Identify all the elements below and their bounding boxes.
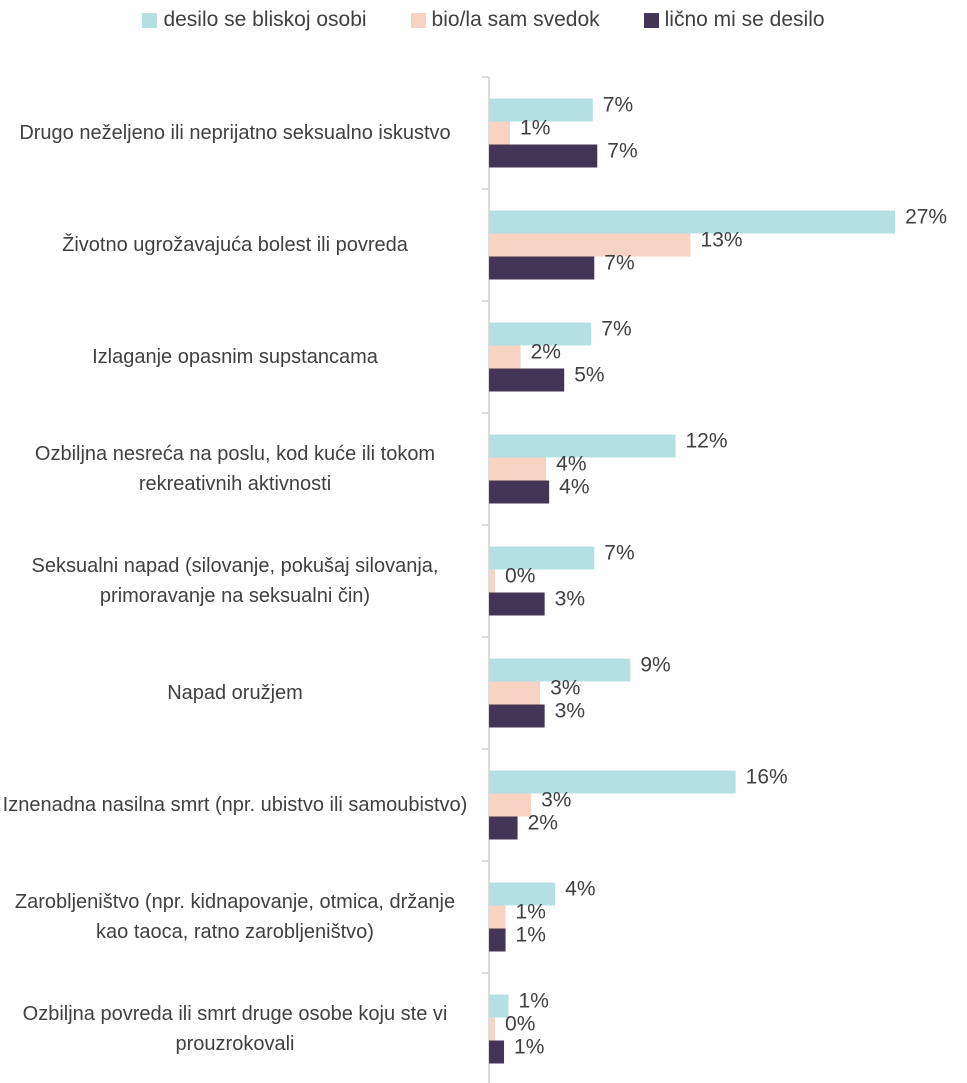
bar xyxy=(489,770,736,794)
bar xyxy=(489,1040,505,1064)
legend-item: lično mi se desilo xyxy=(643,8,825,32)
legend-swatch xyxy=(410,12,426,28)
bar xyxy=(489,144,598,168)
value-label: 4% xyxy=(565,878,595,901)
bar xyxy=(489,480,550,504)
category-label: Životno ugrožavajuća bolest ili povreda xyxy=(62,234,408,256)
bar xyxy=(489,905,506,929)
value-label: 0% xyxy=(505,565,535,588)
legend-swatch xyxy=(643,12,659,28)
value-label: 1% xyxy=(519,990,549,1013)
value-label: 4% xyxy=(556,453,586,476)
value-label: 3% xyxy=(555,588,585,611)
bar xyxy=(489,928,506,952)
value-label: 2% xyxy=(528,812,558,835)
bar xyxy=(489,882,556,906)
bar xyxy=(489,816,518,840)
value-label: 7% xyxy=(604,542,634,565)
bar xyxy=(489,681,541,705)
category-label: Ozbiljna povreda ili smrt druge osobe ko… xyxy=(22,1003,448,1055)
legend-label: bio/la sam svedok xyxy=(431,8,600,31)
value-label: 3% xyxy=(555,700,585,723)
value-label: 3% xyxy=(541,789,571,812)
value-label: 4% xyxy=(559,476,589,499)
bar xyxy=(489,704,545,728)
bar xyxy=(489,98,593,122)
bar xyxy=(489,569,496,593)
legend-item: bio/la sam svedok xyxy=(410,8,600,32)
bar xyxy=(489,793,532,817)
bar xyxy=(489,592,545,616)
bar xyxy=(489,457,547,481)
value-label: 7% xyxy=(601,318,631,341)
value-label: 9% xyxy=(640,654,670,677)
value-label: 0% xyxy=(505,1013,535,1036)
bar xyxy=(489,121,511,145)
category-label: Drugo neželjeno ili neprijatno seksualno… xyxy=(19,122,451,144)
bar xyxy=(489,345,521,369)
value-label: 13% xyxy=(701,229,743,252)
value-label: 1% xyxy=(514,1036,544,1059)
category-label: Izlaganje opasnim supstancama xyxy=(92,346,378,368)
category-label: Seksualni napad (silovanje, pokušaj silo… xyxy=(31,555,439,607)
value-label: 1% xyxy=(520,117,550,140)
value-label: 16% xyxy=(746,766,788,789)
legend-label: lično mi se desilo xyxy=(664,8,825,31)
bar xyxy=(489,546,595,570)
bar xyxy=(489,658,631,682)
bar xyxy=(489,368,565,392)
category-label: Zarobljeništvo (npr. kidnapovanje, otmic… xyxy=(14,891,456,943)
legend-swatch xyxy=(142,12,158,28)
bar xyxy=(489,210,896,234)
legend-item: desilo se bliskoj osobi xyxy=(142,8,367,32)
value-label: 2% xyxy=(531,341,561,364)
legend: desilo se bliskoj osobi bio/la sam svedok… xyxy=(0,8,967,32)
value-label: 7% xyxy=(607,140,637,163)
category-label: Napad oružjem xyxy=(167,682,303,704)
category-label: Ozbiljna nesreća na poslu, kod kuće ili … xyxy=(34,443,436,495)
value-label: 3% xyxy=(550,677,580,700)
value-label: 7% xyxy=(604,252,634,275)
value-label: 1% xyxy=(516,924,546,947)
bar xyxy=(489,994,509,1018)
bar xyxy=(489,1017,496,1041)
legend-label: desilo se bliskoj osobi xyxy=(163,8,367,31)
bar xyxy=(489,322,592,346)
value-label: 12% xyxy=(685,430,727,453)
bar xyxy=(489,434,676,458)
bar xyxy=(489,233,691,257)
value-label: 1% xyxy=(516,901,546,924)
value-label: 5% xyxy=(574,364,604,387)
value-label: 27% xyxy=(905,206,947,229)
bar xyxy=(489,256,595,280)
category-label: Iznenadna nasilna smrt (npr. ubistvo ili… xyxy=(2,794,468,816)
value-label: 7% xyxy=(603,94,633,117)
